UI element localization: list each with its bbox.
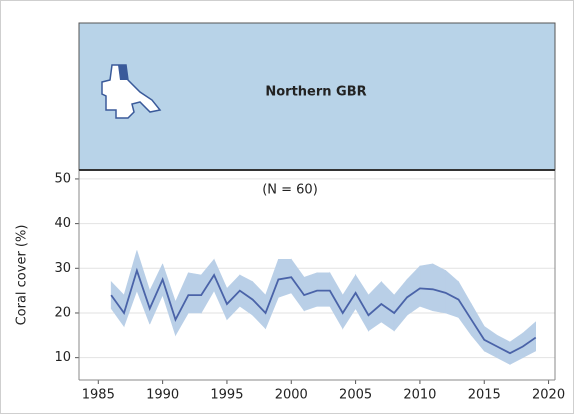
x-tick-label: 1995	[210, 388, 243, 403]
x-tick-label: 2015	[468, 388, 501, 403]
x-tick-label: 2010	[403, 388, 436, 403]
header-panel	[78, 22, 556, 171]
x-tick-label: 1990	[146, 388, 179, 403]
confidence-band	[188, 272, 202, 314]
x-tick-label: 2005	[339, 388, 372, 403]
y-axis-label: Coral cover (%)	[15, 225, 30, 326]
x-tick-label: 2020	[532, 388, 565, 403]
map-highlight	[118, 65, 128, 80]
x-tick-label: 2000	[275, 388, 308, 403]
confidence-band	[522, 321, 537, 359]
confidence-band	[419, 263, 434, 312]
data-line	[110, 267, 537, 355]
x-tick-label: 1985	[82, 388, 115, 403]
y-tick-label: 50	[54, 171, 71, 186]
confidence-band	[316, 272, 331, 307]
y-tick-label: 20	[54, 305, 71, 320]
annotation: (N = 60)	[262, 183, 318, 198]
y-tick-label: 10	[54, 350, 71, 365]
y-tick-label: 30	[54, 261, 71, 276]
chart-title: Northern GBR	[265, 85, 366, 100]
confidence-band	[432, 263, 446, 314]
y-tick-label: 40	[54, 216, 71, 231]
map-icon	[101, 64, 162, 119]
